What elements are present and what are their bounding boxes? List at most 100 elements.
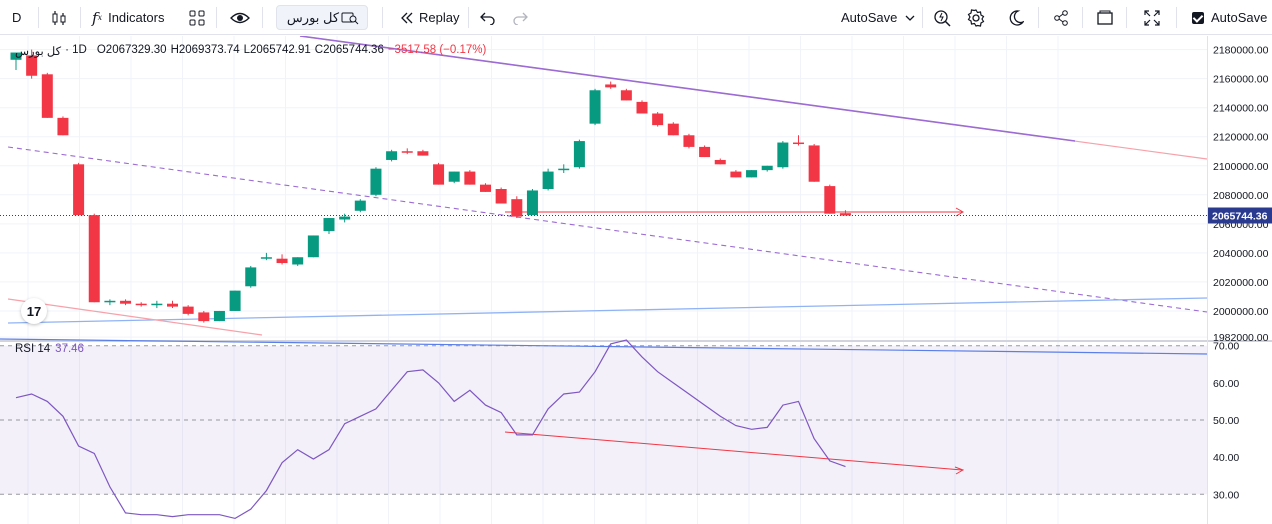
candle: [57, 116, 69, 136]
candle: [182, 305, 194, 316]
candle-body: [464, 171, 476, 185]
candle: [339, 213, 351, 223]
autosave-dropdown[interactable]: AutoSave: [841, 0, 915, 35]
candle-body: [683, 135, 695, 147]
candle: [573, 139, 585, 169]
rsi-trendline-red: [504, 431, 963, 471]
legend-change: −3517.58 (−0.17%): [387, 44, 487, 56]
candle-body: [354, 200, 366, 211]
candle: [511, 196, 523, 219]
rsi-name: RSI 14: [15, 343, 51, 355]
candle-body: [167, 303, 178, 307]
candle: [652, 112, 664, 127]
theme-moon-icon[interactable]: [1008, 0, 1024, 35]
price-axis-label: 2040000.00: [1213, 248, 1269, 260]
candle: [464, 170, 476, 185]
candle-body: [824, 186, 836, 214]
grid-lines: [0, 36, 1207, 524]
candle: [120, 299, 132, 306]
candles: [10, 49, 851, 323]
candle-body: [605, 84, 617, 88]
autosave-label: AutoSave: [841, 10, 898, 25]
candle: [167, 300, 178, 309]
price-axis-label: 2020000.00: [1213, 277, 1269, 289]
price-axis-label: 2160000.00: [1213, 74, 1269, 86]
candle-body: [480, 184, 491, 192]
price-axis-label: 2100000.00: [1213, 161, 1269, 173]
replay-button[interactable]: Replay: [400, 0, 459, 35]
candle-body: [417, 151, 429, 156]
candle-body: [41, 74, 53, 118]
price-axis: 1982000.00 2000000.00 2020000.00 2040000.00…: [1213, 45, 1269, 344]
candle: [41, 72, 53, 118]
rsi-legend[interactable]: RSI 14 37.46: [15, 343, 84, 355]
trendline-purple: [299, 36, 1076, 142]
candle-body: [323, 218, 335, 232]
candle: [605, 81, 617, 89]
candle: [417, 149, 429, 156]
price-axis-label: 2080000.00: [1213, 190, 1269, 202]
candle-body: [761, 165, 773, 171]
candle: [292, 257, 304, 266]
chevron-down-icon: [905, 15, 915, 21]
candle-body: [401, 151, 413, 153]
candle-body: [104, 300, 116, 303]
candle-body: [620, 90, 632, 101]
indicators-label: Indicators: [108, 10, 165, 25]
tradingview-logo[interactable]: 17: [21, 298, 47, 324]
candle-body: [151, 303, 163, 306]
autosave-checkbox[interactable]: AutoSave: [1192, 0, 1267, 35]
candle: [542, 168, 554, 191]
candle-body: [746, 170, 758, 178]
candle-body: [182, 306, 194, 314]
candle-body: [793, 142, 804, 145]
candle-body: [276, 258, 288, 264]
divider: [382, 7, 383, 28]
share-icon[interactable]: [1052, 0, 1070, 35]
candle-body: [526, 190, 538, 216]
candle-body: [558, 168, 570, 171]
candle: [683, 133, 695, 149]
eye-icon[interactable]: [230, 0, 250, 35]
candle-body: [511, 199, 523, 217]
redo-icon[interactable]: [512, 0, 528, 35]
candle: [135, 302, 147, 307]
chart-canvas[interactable]: 1982000.00 2000000.00 2020000.00 2040000.00…: [0, 36, 1272, 524]
candle-body: [730, 171, 742, 178]
candles-icon[interactable]: [50, 0, 68, 35]
candle: [307, 235, 319, 258]
layout-icon[interactable]: [1096, 0, 1114, 35]
checkbox-checked-icon: [1192, 11, 1204, 24]
candle: [761, 165, 773, 172]
candle: [636, 100, 648, 114]
candle-body: [26, 55, 38, 76]
undo-icon[interactable]: [480, 0, 496, 35]
autosave-check-label: AutoSave: [1211, 10, 1268, 25]
candle: [589, 88, 601, 126]
fullscreen-icon[interactable]: [1143, 0, 1161, 35]
settings-gear-icon[interactable]: [966, 0, 986, 35]
candle: [620, 88, 632, 101]
candle: [386, 149, 398, 162]
candle-body: [386, 151, 398, 160]
candle: [104, 299, 116, 306]
candle-body: [652, 113, 664, 126]
divider: [1038, 7, 1039, 28]
legend-interval: · 1D: [65, 44, 87, 56]
rsi-value: 37.46: [55, 343, 84, 355]
candle: [370, 167, 382, 197]
rsi-axis-label: 50.00: [1213, 415, 1239, 427]
candle-body: [777, 142, 789, 168]
candle-body: [573, 141, 585, 168]
symbol-search-button[interactable]: کل بورس: [276, 5, 368, 30]
logo-text: 17: [26, 303, 42, 319]
candle: [558, 164, 570, 174]
quick-search-icon[interactable]: [932, 0, 952, 35]
interval-button[interactable]: D: [12, 0, 21, 35]
candle: [526, 189, 538, 216]
candle-body: [307, 235, 319, 258]
templates-icon[interactable]: [188, 0, 206, 35]
rsi-axis-label: 60.00: [1213, 378, 1239, 390]
candle: [730, 170, 742, 178]
